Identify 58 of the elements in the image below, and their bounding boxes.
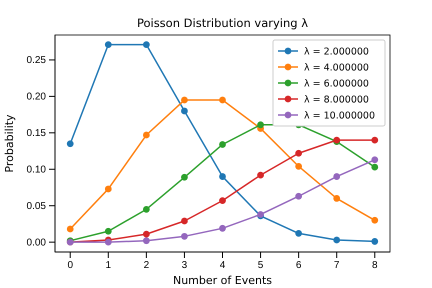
legend-label: λ = 6.000000 (304, 78, 369, 90)
point (371, 156, 378, 164)
point (66, 226, 74, 232)
x-tick-label: 8 (372, 260, 378, 272)
x-tick-label: 0 (67, 260, 74, 272)
x-tick-label: 6 (296, 260, 302, 272)
point (66, 140, 74, 148)
point (181, 174, 188, 181)
point (371, 164, 378, 170)
point (371, 136, 378, 144)
x-tick-label: 3 (182, 260, 188, 272)
point (219, 224, 226, 232)
y-tick-label: 0.10 (26, 164, 46, 176)
point (219, 141, 226, 148)
point (142, 132, 150, 138)
point (104, 228, 112, 235)
point (371, 238, 378, 245)
point (104, 238, 112, 246)
point (181, 96, 188, 104)
point (181, 232, 188, 240)
y-tick-label: 0.00 (26, 237, 46, 248)
point (181, 108, 188, 114)
point (181, 218, 188, 224)
x-tick-label: 2 (144, 260, 150, 272)
point (295, 162, 302, 170)
point (142, 41, 150, 48)
legend-label: λ = 4.000000 (304, 62, 369, 74)
point (104, 186, 112, 192)
point (142, 230, 150, 238)
x-tick-label: 1 (106, 260, 112, 272)
x-tick-label: 7 (334, 260, 340, 272)
y-tick-label: 0.20 (26, 92, 46, 103)
point (257, 121, 264, 128)
point (104, 41, 112, 48)
point (295, 192, 302, 200)
point (371, 216, 378, 224)
point (295, 150, 302, 157)
y-tick-label: 0.05 (26, 200, 46, 212)
point (219, 197, 226, 204)
x-tick-label: 4 (220, 260, 226, 272)
point (333, 236, 340, 244)
point (333, 195, 340, 202)
point (219, 173, 226, 180)
point (142, 206, 150, 213)
legend-label: λ = 8.000000 (304, 94, 369, 106)
y-axis-title: Probability (3, 114, 16, 173)
point (295, 230, 302, 237)
point (333, 173, 340, 180)
x-tick-label: 5 (258, 260, 264, 272)
point (219, 96, 226, 104)
x-axis-title: Number of Events (172, 274, 272, 287)
point (142, 237, 150, 244)
y-tick-label: 0.15 (26, 128, 46, 140)
y-tick-label: 0.25 (26, 55, 46, 66)
legend-label: λ = 10.000000 (304, 110, 375, 122)
legend-label: λ = 2.000000 (304, 46, 369, 58)
chart-title: Poisson Distribution varying λ (136, 16, 308, 30)
point (257, 172, 264, 178)
